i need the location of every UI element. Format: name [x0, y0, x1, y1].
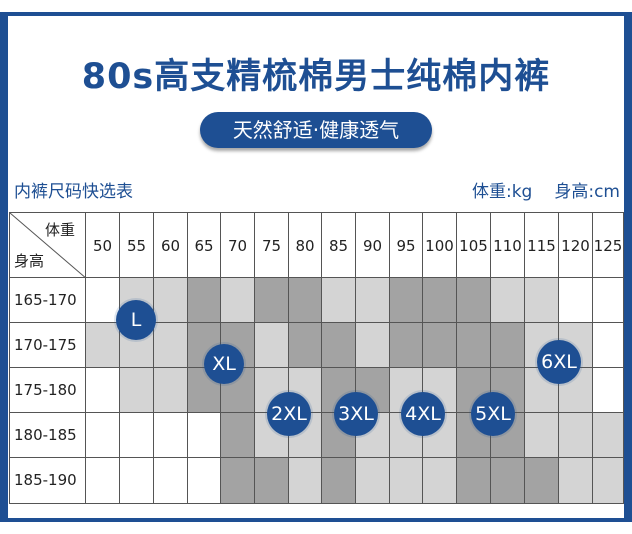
- height-row-header: 175-180: [9, 368, 86, 413]
- weight-header: 115: [525, 212, 559, 278]
- size-cell: [255, 323, 289, 368]
- page-title: 80s高支精梳棉男士纯棉内裤: [81, 57, 551, 97]
- size-cell: [491, 458, 525, 504]
- height-row-header: 170-175: [9, 323, 86, 368]
- size-cell: [525, 278, 559, 323]
- size-cell: [188, 413, 221, 458]
- size-cell: [154, 368, 188, 413]
- page-frame: [0, 12, 632, 522]
- weight-header: 95: [390, 212, 423, 278]
- size-badge-3xl: 3XL: [334, 392, 378, 436]
- size-cell: [356, 323, 390, 368]
- weight-header: 120: [559, 212, 593, 278]
- size-cell: [423, 323, 457, 368]
- size-cell: [154, 458, 188, 504]
- weight-header: 85: [322, 212, 356, 278]
- size-cell: [289, 458, 322, 504]
- size-badge-6xl: 6XL: [537, 340, 581, 384]
- size-cell: [154, 323, 188, 368]
- size-cell: [255, 278, 289, 323]
- weight-header: 110: [491, 212, 525, 278]
- size-cell: [593, 368, 624, 413]
- weight-header: 60: [154, 212, 188, 278]
- size-cell: [390, 278, 423, 323]
- frame-left-bar: [0, 12, 8, 522]
- size-cell: [322, 458, 356, 504]
- size-cell: [423, 458, 457, 504]
- weight-header: 65: [188, 212, 221, 278]
- corner-diagonal: [10, 213, 87, 279]
- size-cell: [593, 278, 624, 323]
- size-table: 体重 身高 50 55 60 65 70 75 80 85 90 95 100 105 110 115 12…: [9, 212, 624, 504]
- size-cell: [525, 458, 559, 504]
- size-cell: [593, 413, 624, 458]
- size-cell: [559, 458, 593, 504]
- size-cell: [559, 413, 593, 458]
- size-cell: [559, 278, 593, 323]
- size-cell: [154, 413, 188, 458]
- weight-header: 80: [289, 212, 322, 278]
- size-badge-5xl: 5XL: [471, 392, 515, 436]
- size-badge-4xl: 4XL: [401, 392, 445, 436]
- corner-weight-label: 体重: [44, 221, 75, 239]
- size-cell: [457, 458, 491, 504]
- size-cell: [86, 458, 120, 504]
- size-cell: [221, 458, 255, 504]
- size-cell: [120, 458, 154, 504]
- size-cell: [86, 278, 120, 323]
- size-cell: [390, 458, 423, 504]
- size-cell: [491, 278, 525, 323]
- size-cell: [593, 458, 624, 504]
- size-badge-xl: XL: [204, 344, 244, 384]
- size-cell: [322, 278, 356, 323]
- size-cell: [356, 278, 390, 323]
- unit-height: 身高:cm: [554, 182, 620, 202]
- weight-header: 50: [86, 212, 120, 278]
- size-cell: [120, 368, 154, 413]
- size-cell: [525, 413, 559, 458]
- size-cell: [390, 323, 423, 368]
- size-cell: [188, 278, 221, 323]
- weight-header: 100: [423, 212, 457, 278]
- weight-header: 105: [457, 212, 491, 278]
- size-cell: [289, 323, 322, 368]
- size-cell: [423, 278, 457, 323]
- weight-header: 90: [356, 212, 390, 278]
- height-row-header: 165-170: [9, 278, 86, 323]
- size-cell: [322, 323, 356, 368]
- height-row-header: 180-185: [9, 413, 86, 458]
- size-cell: [120, 413, 154, 458]
- size-cell: [188, 458, 221, 504]
- frame-right-bar: [624, 12, 632, 522]
- subtitle-pill: 天然舒适·健康透气: [200, 112, 432, 148]
- size-cell: [154, 278, 188, 323]
- weight-header: 125: [593, 212, 624, 278]
- size-cell: [491, 323, 525, 368]
- units-legend: 体重:kg 身高:cm: [450, 177, 620, 202]
- size-cell: [255, 458, 289, 504]
- corner-height-label: 身高: [14, 252, 45, 270]
- table-caption: 内裤尺码快选表: [14, 182, 133, 202]
- weight-header: 75: [255, 212, 289, 278]
- size-cell: [593, 323, 624, 368]
- size-badge-2xl: 2XL: [267, 392, 311, 436]
- size-cell: [221, 278, 255, 323]
- size-cell: [289, 278, 322, 323]
- weight-header: 70: [221, 212, 255, 278]
- size-cell: [221, 413, 255, 458]
- table-corner: 体重 身高: [9, 212, 87, 279]
- unit-weight: 体重:kg: [471, 182, 533, 202]
- weight-header: 55: [120, 212, 154, 278]
- size-cell: [356, 458, 390, 504]
- size-cell: [457, 278, 491, 323]
- size-cell: [86, 323, 120, 368]
- size-cell: [86, 368, 120, 413]
- size-cell: [457, 323, 491, 368]
- height-row-header: 185-190: [9, 458, 86, 504]
- size-badge-l: L: [116, 300, 156, 340]
- size-cell: [86, 413, 120, 458]
